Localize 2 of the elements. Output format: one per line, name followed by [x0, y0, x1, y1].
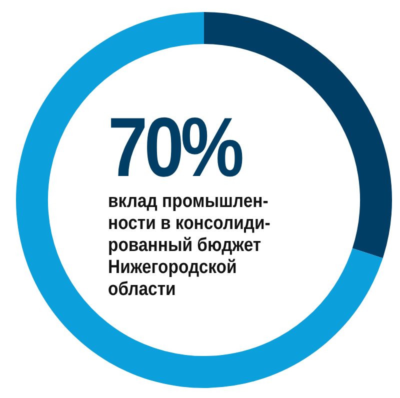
text: вклад промышлен- ности в консолиди- рованный бюджет Нижегородской области — [108, 191, 272, 301]
data-label: 70% — [108, 100, 242, 194]
